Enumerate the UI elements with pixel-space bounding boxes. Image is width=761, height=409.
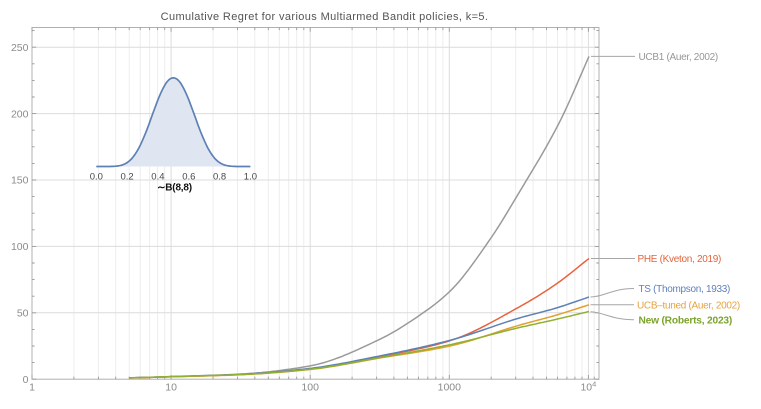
svg-text:1.0: 1.0 xyxy=(244,172,257,183)
svg-text:100: 100 xyxy=(301,382,319,394)
svg-text:0.6: 0.6 xyxy=(182,172,195,183)
svg-text:1000: 1000 xyxy=(438,382,462,394)
svg-text:Cumulative Regret for various: Cumulative Regret for various Multiarmed… xyxy=(161,11,489,23)
svg-text:UCB1 (Auer, 2002): UCB1 (Auer, 2002) xyxy=(639,52,718,63)
svg-text:200: 200 xyxy=(11,108,29,120)
svg-text:150: 150 xyxy=(11,175,29,187)
svg-text:PHE (Kveton, 2019): PHE (Kveton, 2019) xyxy=(638,254,722,265)
svg-text:1: 1 xyxy=(29,382,35,394)
svg-text:New (Roberts, 2023): New (Roberts, 2023) xyxy=(639,315,733,326)
svg-text:∼B(8,8): ∼B(8,8) xyxy=(157,182,192,193)
svg-text:UCB–tuned (Auer, 2002): UCB–tuned (Auer, 2002) xyxy=(637,300,740,311)
svg-text:50: 50 xyxy=(17,308,29,320)
svg-text:0: 0 xyxy=(23,374,29,386)
svg-text:250: 250 xyxy=(11,42,29,54)
svg-text:0.8: 0.8 xyxy=(213,172,226,183)
svg-text:0.0: 0.0 xyxy=(90,172,103,183)
svg-text:TS (Thompson, 1933): TS (Thompson, 1933) xyxy=(639,284,731,295)
svg-text:0.4: 0.4 xyxy=(151,172,164,183)
svg-text:10: 10 xyxy=(165,382,177,394)
svg-text:100: 100 xyxy=(11,241,29,253)
svg-text:0.2: 0.2 xyxy=(120,172,133,183)
